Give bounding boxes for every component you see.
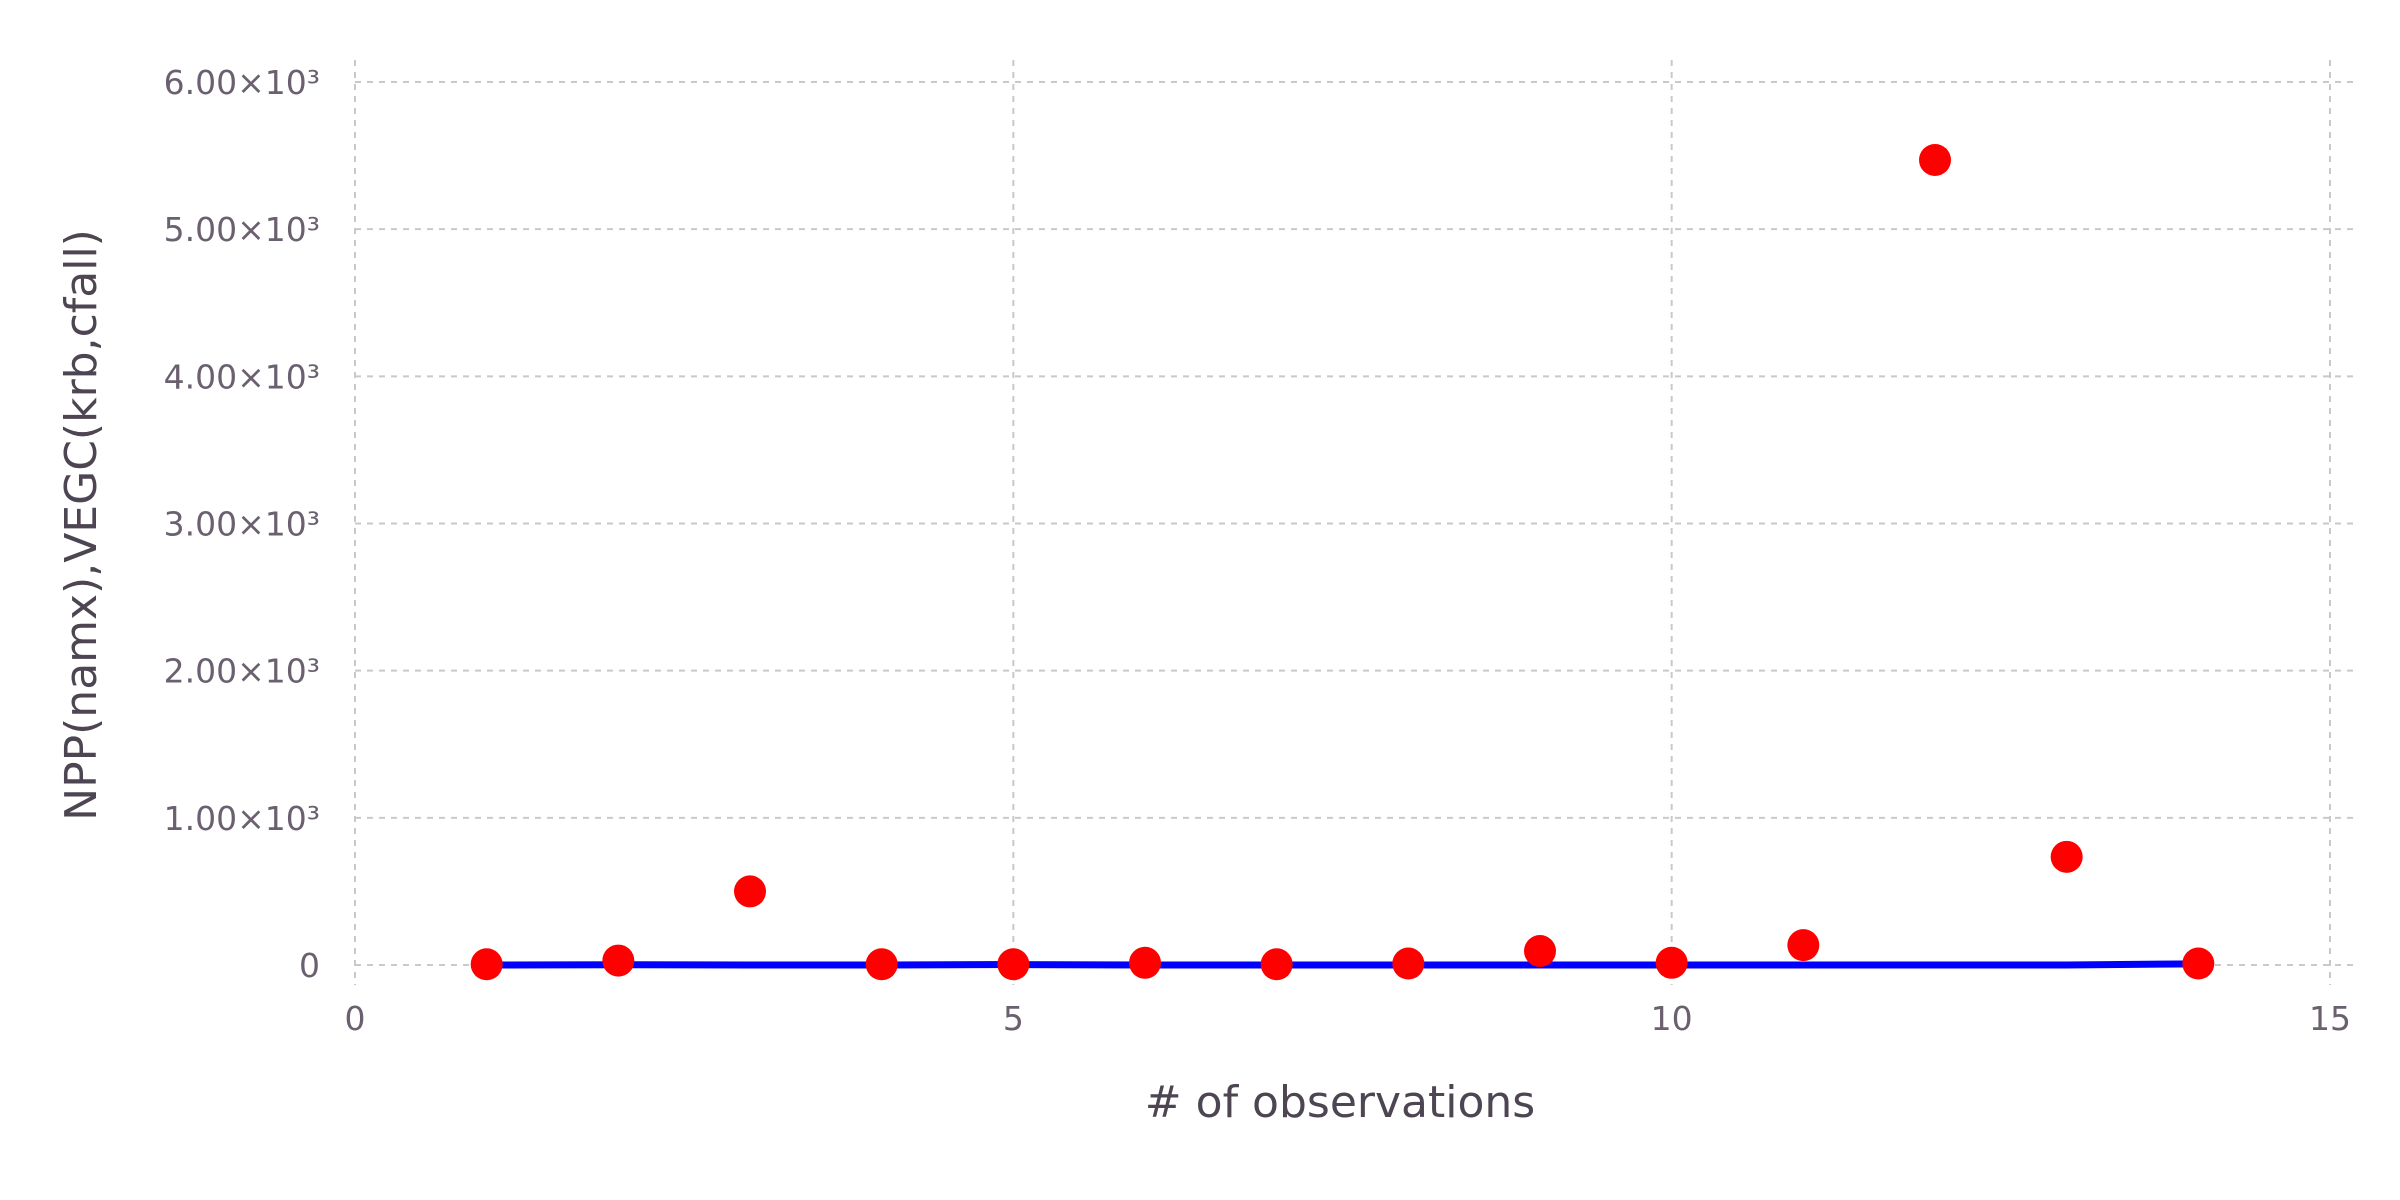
- data-point: [2182, 947, 2215, 980]
- x-axis-title: # of observations: [1145, 1077, 1535, 1128]
- data-point: [2050, 840, 2083, 873]
- data-point: [1655, 946, 1688, 979]
- y-tick-label: 4.00×10³: [164, 357, 320, 396]
- y-tick-label: 1.00×10³: [164, 799, 320, 838]
- y-tick-label: 0: [299, 946, 320, 985]
- x-tick-label: 0: [345, 999, 366, 1038]
- data-point: [1260, 948, 1293, 981]
- x-tick-label: 10: [1651, 999, 1693, 1038]
- data-point: [1129, 946, 1161, 979]
- data-point: [1524, 935, 1556, 968]
- data-point: [997, 948, 1030, 981]
- data-point: [1787, 929, 1820, 962]
- series-layer: [470, 143, 2215, 981]
- x-tick-label: 5: [1003, 999, 1024, 1038]
- y-tick-label: 2.00×10³: [164, 652, 320, 691]
- data-point: [1919, 143, 1951, 176]
- series-line: [483, 960, 2202, 969]
- y-tick-label: 6.00×10³: [164, 63, 320, 102]
- y-tick-label: 5.00×10³: [164, 210, 320, 249]
- x-tick-label: 15: [2309, 999, 2351, 1038]
- y-axis-title: NPP(namx),VEGC(krb,cfall): [56, 229, 107, 821]
- data-point: [865, 948, 898, 981]
- data-point: [602, 944, 635, 977]
- y-tick-label: 3.00×10³: [164, 505, 320, 544]
- data-point: [734, 875, 766, 908]
- tick-labels: 0 5 10 15 0 1.00×10³ 2.00×10³ 3.00×10³ 4.00×10³ 5…: [164, 63, 2351, 1038]
- data-point: [470, 948, 503, 981]
- data-point: [1392, 947, 1425, 980]
